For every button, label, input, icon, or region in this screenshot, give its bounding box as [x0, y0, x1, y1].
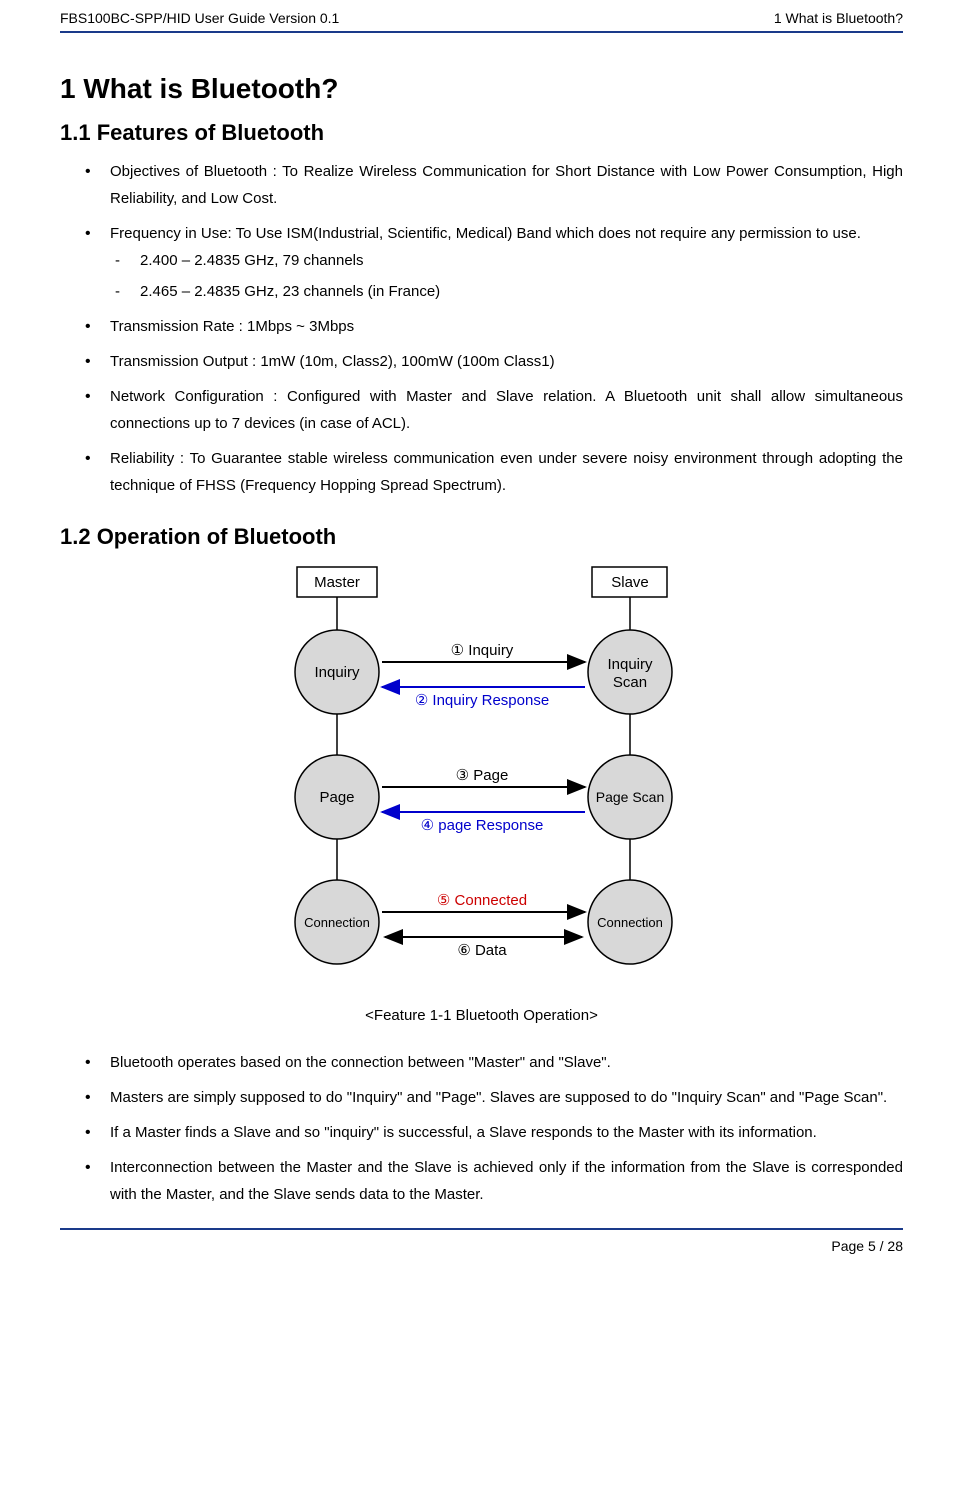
- operation-item: Bluetooth operates based on the connecti…: [110, 1049, 903, 1076]
- page-footer: Page 5 / 28: [60, 1228, 903, 1262]
- feature-item: Reliability : To Guarantee stable wirele…: [110, 445, 903, 499]
- inquiry-scan-l2: Scan: [612, 674, 646, 691]
- operation-item: Masters are simply supposed to do "Inqui…: [110, 1084, 903, 1111]
- section-1-1-title: 1.1 Features of Bluetooth: [60, 120, 903, 146]
- feature-item: Transmission Rate : 1Mbps ~ 3Mbps: [110, 313, 903, 340]
- header-left: FBS100BC-SPP/HID User Guide Version 0.1: [60, 10, 339, 26]
- page-text: Page: [319, 789, 354, 806]
- feature-text: Frequency in Use: To Use ISM(Industrial,…: [110, 225, 861, 242]
- arrow-page-response: ④ page Response: [420, 817, 543, 834]
- features-list: Objectives of Bluetooth : To Realize Wir…: [60, 158, 903, 499]
- bluetooth-operation-diagram: Master Slave Inquiry Inquiry Scan ① Inqu…: [60, 562, 903, 987]
- feature-item: Objectives of Bluetooth : To Realize Wir…: [110, 158, 903, 212]
- feature-item: Network Configuration : Configured with …: [110, 383, 903, 437]
- feature-item: Transmission Output : 1mW (10m, Class2),…: [110, 348, 903, 375]
- arrow-connected: ⑤ Connected: [436, 892, 526, 909]
- diagram-svg: Master Slave Inquiry Inquiry Scan ① Inqu…: [222, 562, 742, 982]
- arrow-inquiry-response: ② Inquiry Response: [414, 692, 548, 709]
- operation-list: Bluetooth operates based on the connecti…: [60, 1049, 903, 1208]
- freq-item: 2.465 – 2.4835 GHz, 23 channels (in Fran…: [140, 278, 903, 305]
- operation-item: If a Master finds a Slave and so "inquir…: [110, 1119, 903, 1146]
- page-scan-text: Page Scan: [595, 789, 664, 805]
- arrow-page: ③ Page: [455, 767, 508, 784]
- page-number: Page 5 / 28: [831, 1238, 903, 1254]
- header-right: 1 What is Bluetooth?: [774, 10, 903, 26]
- feature-item: Frequency in Use: To Use ISM(Industrial,…: [110, 220, 903, 305]
- connection-left-text: Connection: [304, 915, 370, 930]
- operation-item: Interconnection between the Master and t…: [110, 1154, 903, 1208]
- page-header: FBS100BC-SPP/HID User Guide Version 0.1 …: [60, 0, 903, 33]
- master-label: Master: [314, 574, 360, 591]
- arrow-inquiry: ① Inquiry: [450, 642, 513, 659]
- freq-item: 2.400 – 2.4835 GHz, 79 channels: [140, 247, 903, 274]
- section-1-2-title: 1.2 Operation of Bluetooth: [60, 524, 903, 550]
- inquiry-scan-l1: Inquiry: [607, 656, 653, 673]
- chapter-title: 1 What is Bluetooth?: [60, 73, 903, 105]
- arrow-data: ⑥ Data: [457, 942, 507, 959]
- connection-right-text: Connection: [597, 915, 663, 930]
- diagram-caption: <Feature 1-1 Bluetooth Operation>: [60, 1007, 903, 1024]
- inquiry-text: Inquiry: [314, 664, 360, 681]
- freq-sublist: 2.400 – 2.4835 GHz, 79 channels 2.465 – …: [110, 247, 903, 305]
- slave-label: Slave: [611, 574, 649, 591]
